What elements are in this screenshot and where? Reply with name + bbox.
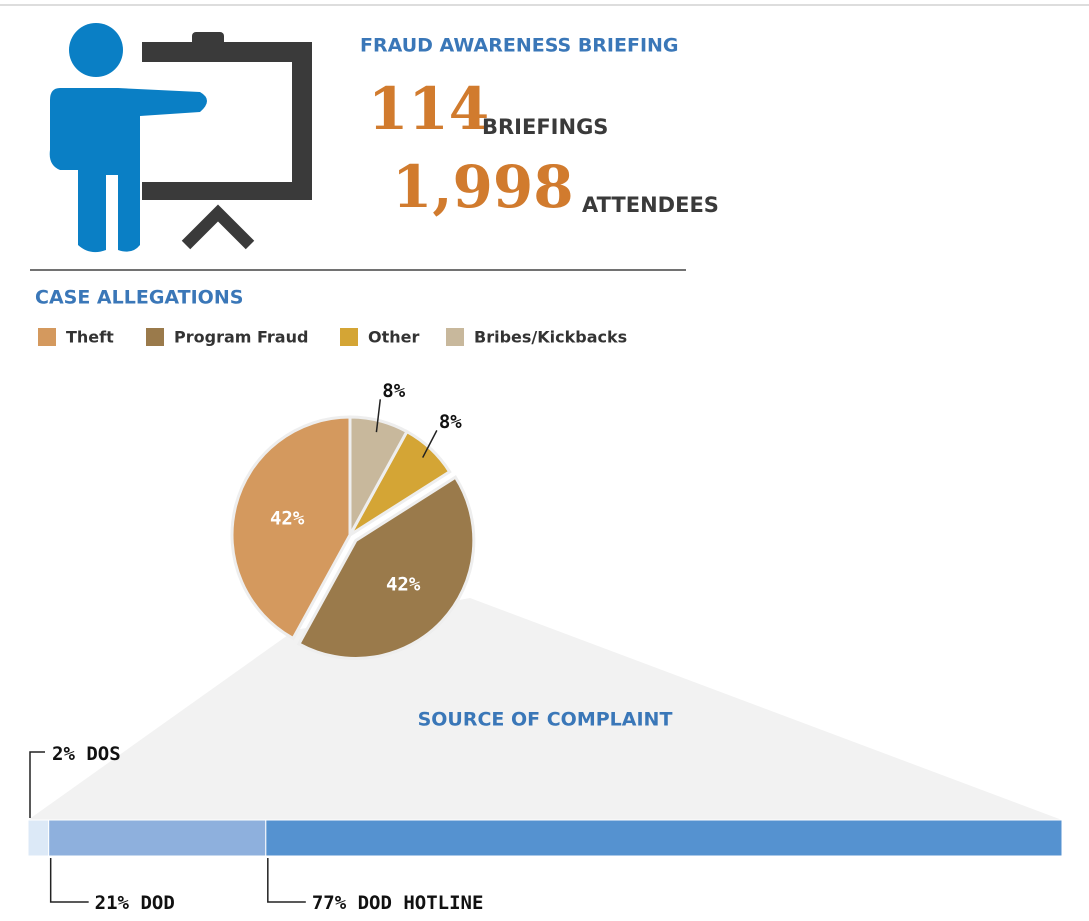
legend-swatch	[340, 328, 358, 346]
label-bracket	[29, 751, 45, 818]
legend-swatch	[146, 328, 164, 346]
pie-slice	[230, 415, 352, 641]
bar-label: 21% DOD	[95, 892, 175, 914]
legend-label: Theft	[66, 328, 114, 347]
briefing-count: 114	[368, 75, 489, 143]
legend-label: Bribes/Kickbacks	[474, 328, 627, 347]
label-bracket	[267, 858, 306, 903]
bar-segment	[48, 819, 267, 857]
briefing-unit: BRIEFINGS	[482, 115, 608, 139]
legend-label: Program Fraud	[174, 328, 308, 347]
presenter-icon	[49, 23, 312, 253]
leader-line	[422, 430, 438, 458]
leader-line	[375, 399, 382, 433]
pie-value-label: 42%	[386, 573, 421, 595]
pie-value-label: 42%	[270, 507, 305, 529]
legend-swatch	[38, 328, 56, 346]
label-bracket	[49, 858, 89, 903]
bar-label: 77% DOD HOTLINE	[312, 892, 484, 914]
bar-category: DOS	[86, 743, 120, 765]
bar-title: SOURCE OF COMPLAINT	[418, 709, 673, 731]
pie-value-label: 8%	[382, 380, 405, 402]
briefing-title: FRAUD AWARENESS BRIEFING	[360, 35, 679, 57]
pie-slice	[348, 415, 409, 536]
bar-value-label: 2%	[52, 743, 75, 765]
attendee-unit: ATTENDEES	[582, 193, 719, 217]
bar-value-label: 77%	[312, 892, 347, 914]
pie-slice	[296, 475, 476, 660]
bar-segment	[27, 819, 50, 857]
legend-swatch	[446, 328, 464, 346]
bar-category: DOD HOTLINE	[358, 892, 484, 914]
pie-value-label: 8%	[439, 411, 462, 433]
legend-label: Other	[368, 328, 419, 347]
bar-category: DOD	[140, 892, 174, 914]
pie-title: CASE ALLEGATIONS	[35, 287, 243, 309]
bar-segment	[265, 819, 1063, 857]
bar-value-label: 21%	[95, 892, 130, 914]
attendee-count: 1,998	[392, 153, 574, 221]
zoom-wedge	[28, 598, 1062, 820]
bar-label: 2% DOS	[52, 743, 121, 765]
